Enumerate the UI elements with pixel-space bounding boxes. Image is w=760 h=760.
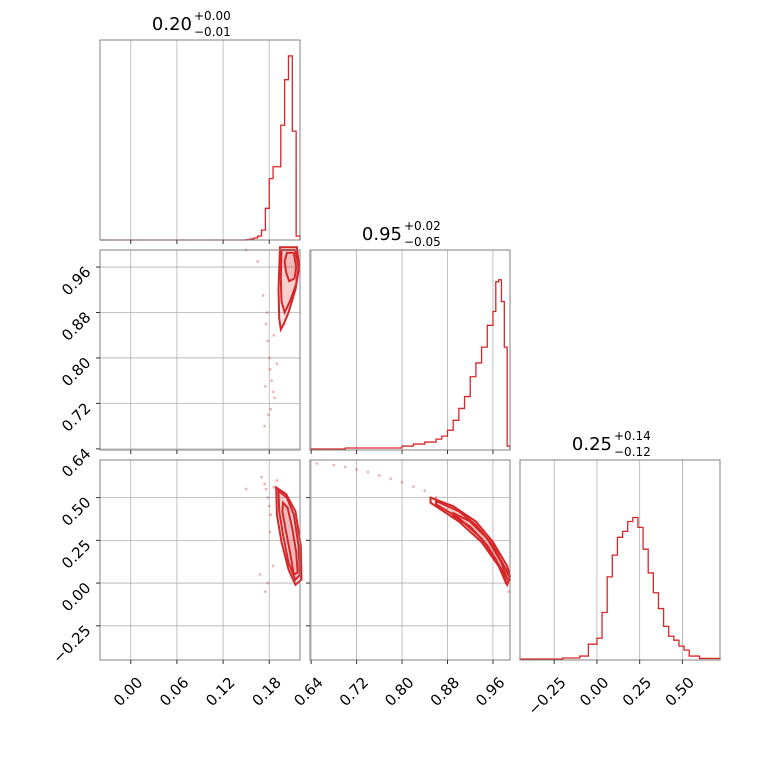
sample-point: [273, 396, 277, 400]
x-tick-label: 0.64: [290, 674, 326, 710]
contour-level: [277, 488, 302, 582]
x-tick-label: 0.18: [248, 674, 284, 710]
contour-level: [452, 511, 509, 581]
y-tick-label: −0.25: [49, 622, 94, 667]
sample-point: [343, 465, 347, 469]
sample-point: [366, 470, 370, 474]
contour-level: [281, 500, 299, 576]
sample-point: [272, 333, 276, 337]
sample-point: [275, 479, 279, 482]
panel-title-value: 0.95: [362, 224, 402, 245]
panel-frame: [309, 459, 511, 661]
y-tick-label: 0.80: [58, 354, 94, 390]
sample-point: [269, 407, 273, 411]
sample-point: [269, 513, 273, 517]
scatter-panel-0: [96, 246, 301, 454]
x-tick-label: 0.06: [156, 674, 192, 710]
sample-point: [332, 463, 336, 467]
sample-point: [263, 590, 267, 594]
panel-title-value: 0.25: [572, 434, 612, 455]
panel-title-minus: −0.12: [614, 445, 651, 459]
contour-level: [283, 251, 298, 283]
sample-point: [263, 482, 267, 486]
sample-point: [355, 468, 358, 471]
panel-title-minus: −0.05: [404, 235, 441, 249]
sample-point: [377, 473, 381, 477]
y-tick-label: 0.50: [58, 493, 94, 529]
panel-title-plus: +0.02: [404, 219, 441, 233]
x-tick-label: 0.72: [336, 674, 372, 710]
sample-point: [315, 462, 319, 465]
sample-point: [423, 489, 427, 493]
histogram-panel-0: 0.20 +0.00 −0.01: [99, 9, 301, 244]
histogram-panel-2: 0.25 +0.14 −0.12: [519, 429, 721, 664]
x-tick-label: 0.00: [110, 674, 146, 710]
sample-point: [264, 322, 268, 326]
y-tick-label: 0.88: [58, 308, 94, 344]
sample-point: [267, 413, 270, 417]
panel-title-value: 0.20: [152, 14, 192, 35]
sample-point: [389, 477, 393, 481]
sample-point: [265, 311, 269, 314]
contour-level: [435, 499, 512, 585]
y-tick-label: 0.72: [58, 399, 94, 435]
corner-panels: 0.20 +0.00−0.010.95 +0.02−0.050.25 +0.14−0.…: [49, 9, 721, 719]
y-tick-label: 0.25: [58, 536, 94, 572]
panel-title-plus: +0.14: [614, 429, 651, 443]
y-tick-label: 0.64: [58, 445, 94, 481]
sample-point: [271, 564, 275, 568]
sample-point: [267, 356, 271, 360]
sample-point: [270, 379, 273, 383]
sample-point: [271, 390, 275, 394]
sample-point: [261, 294, 265, 297]
panel-frame: [309, 249, 511, 451]
histogram-steps: [519, 516, 721, 660]
sample-point: [400, 480, 404, 484]
sample-point: [263, 424, 267, 428]
x-tick-label: 0.88: [427, 674, 463, 710]
panel-title-plus: +0.00: [194, 9, 231, 23]
contour-level: [429, 496, 512, 588]
sample-point: [266, 581, 270, 585]
sample-point: [263, 384, 267, 388]
panel-frame: [99, 459, 301, 661]
scatter-panel-2: [306, 459, 512, 664]
sample-point: [268, 530, 272, 534]
sample-point: [244, 487, 248, 491]
sample-point: [412, 485, 415, 488]
panel-frame: [519, 459, 721, 661]
sample-point: [434, 496, 438, 500]
histogram-panel-1: 0.95 +0.02 −0.05: [309, 219, 511, 454]
sample-point: [266, 496, 270, 500]
x-tick-label: 0.25: [619, 674, 655, 710]
x-tick-label: 0.12: [202, 674, 238, 710]
panel-title-minus: −0.01: [194, 25, 231, 39]
sample-point: [275, 362, 279, 366]
sample-point: [272, 485, 276, 489]
x-tick-label: 0.96: [472, 674, 508, 710]
sample-point: [260, 475, 263, 479]
scatter-panel-1: [96, 459, 303, 664]
histogram-steps: [100, 55, 301, 241]
y-tick-label: 0.96: [58, 263, 94, 299]
panel-frame: [99, 249, 301, 451]
sample-point: [258, 573, 262, 576]
x-tick-label: 0.80: [381, 674, 417, 710]
y-tick-label: 0.00: [58, 579, 94, 615]
sample-point: [266, 339, 270, 343]
sample-point: [268, 367, 272, 371]
histogram-steps: [310, 279, 511, 451]
sample-point: [267, 504, 271, 508]
x-tick-label: −0.25: [525, 674, 570, 719]
x-tick-label: 0.00: [576, 674, 612, 710]
sample-point: [264, 487, 268, 491]
sample-point: [256, 259, 260, 263]
panel-frame: [99, 39, 301, 241]
x-tick-label: 0.50: [662, 674, 698, 710]
